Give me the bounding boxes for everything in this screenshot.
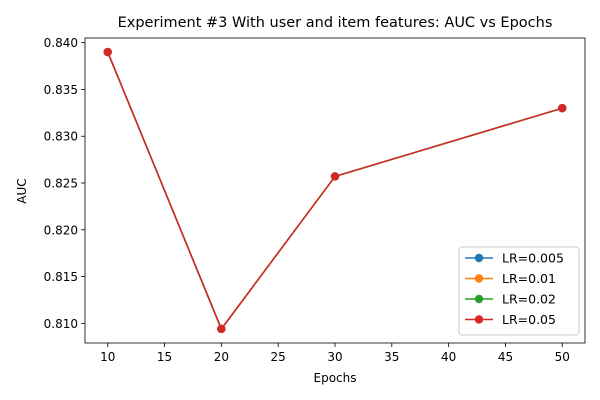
legend-label: LR=0.005 xyxy=(502,251,564,266)
x-tick-label: 20 xyxy=(214,350,229,364)
chart-title: Experiment #3 With user and item feature… xyxy=(118,15,553,31)
data-point xyxy=(217,324,226,334)
legend-label: LR=0.02 xyxy=(502,292,556,307)
legend-marker xyxy=(474,253,484,263)
y-tick-label: 0.830 xyxy=(44,130,78,144)
legend-label: LR=0.05 xyxy=(502,312,556,327)
data-point xyxy=(330,172,340,181)
x-tick-label: 15 xyxy=(157,350,172,364)
data-point xyxy=(558,103,567,113)
legend-label: LR=0.01 xyxy=(502,271,556,286)
y-tick-label: 0.835 xyxy=(44,83,78,97)
axes-frame xyxy=(84,37,586,344)
plot-area: 10 15 20 25 30 35 40 45 50 0.810 0.815 0.820 0.825 0.… xyxy=(44,36,586,364)
x-tick-label: 45 xyxy=(498,350,513,364)
y-tick-label: 0.840 xyxy=(44,36,78,50)
x-axis-label: Epochs xyxy=(314,371,357,385)
legend-box xyxy=(458,246,580,336)
y-tick-label: 0.825 xyxy=(44,177,78,191)
legend-marker xyxy=(474,315,484,324)
series-line-4 xyxy=(107,51,563,331)
x-tick-label: 40 xyxy=(441,350,456,364)
y-axis-label: AUC xyxy=(15,178,29,203)
x-tick-label: 35 xyxy=(384,350,399,364)
data-point xyxy=(103,47,112,57)
y-tick-label: 0.810 xyxy=(44,317,78,331)
y-tick-label: 0.820 xyxy=(44,223,78,237)
legend-marker xyxy=(474,294,484,304)
y-tick-label: 0.815 xyxy=(44,270,78,284)
x-tick-label: 50 xyxy=(555,350,570,364)
legend: LR=0.005 LR=0.01 LR=0.02 LR=0.05 xyxy=(458,246,580,336)
x-tick-label: 25 xyxy=(271,350,286,364)
x-tick-label: 30 xyxy=(327,350,342,364)
x-tick-label: 10 xyxy=(100,350,115,364)
legend-marker xyxy=(474,274,484,283)
